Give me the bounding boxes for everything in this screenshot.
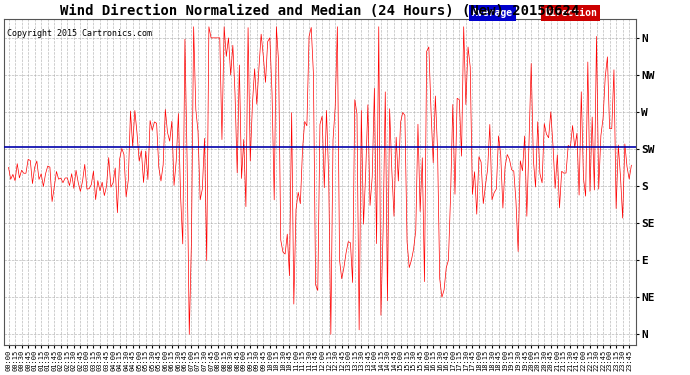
- Text: Direction: Direction: [544, 8, 597, 18]
- Text: Average: Average: [471, 8, 513, 18]
- Title: Wind Direction Normalized and Median (24 Hours) (New) 20150624: Wind Direction Normalized and Median (24…: [60, 4, 580, 18]
- Text: Copyright 2015 Cartronics.com: Copyright 2015 Cartronics.com: [8, 29, 152, 38]
